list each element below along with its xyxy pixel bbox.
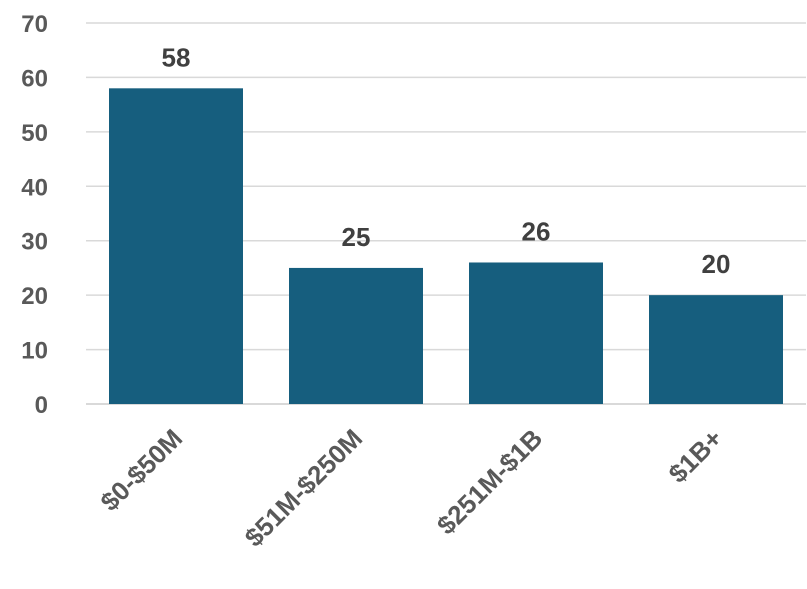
- data-label: 25: [342, 222, 371, 252]
- data-label: 26: [522, 216, 551, 246]
- bar: [649, 295, 783, 404]
- y-tick-label: 40: [21, 174, 48, 201]
- bars: [109, 88, 783, 405]
- data-label: 58: [162, 42, 191, 72]
- x-tick-label: $51M-$250M: [239, 423, 369, 553]
- y-tick-label: 60: [21, 65, 48, 92]
- bar: [289, 267, 423, 404]
- y-tick-label: 10: [21, 338, 48, 365]
- data-labels: 58 25 26 20: [162, 42, 731, 279]
- data-label: 20: [702, 249, 731, 279]
- bar: [109, 88, 243, 405]
- y-axis-tick-labels: 0 10 20 30 40 50 60 70: [21, 11, 48, 419]
- y-tick-label: 70: [21, 11, 48, 38]
- x-tick-label: $251M-$1B: [431, 423, 548, 540]
- x-tick-label: $1B+: [663, 423, 729, 489]
- y-tick-label: 0: [35, 392, 48, 419]
- y-tick-label: 30: [21, 229, 48, 256]
- y-tick-label: 50: [21, 120, 48, 147]
- x-axis-category-labels: $0-$50M $51M-$250M $251M-$1B $1B+: [94, 423, 728, 553]
- x-tick-label: $0-$50M: [94, 423, 188, 517]
- bar: [469, 262, 603, 404]
- y-tick-label: 20: [21, 283, 48, 310]
